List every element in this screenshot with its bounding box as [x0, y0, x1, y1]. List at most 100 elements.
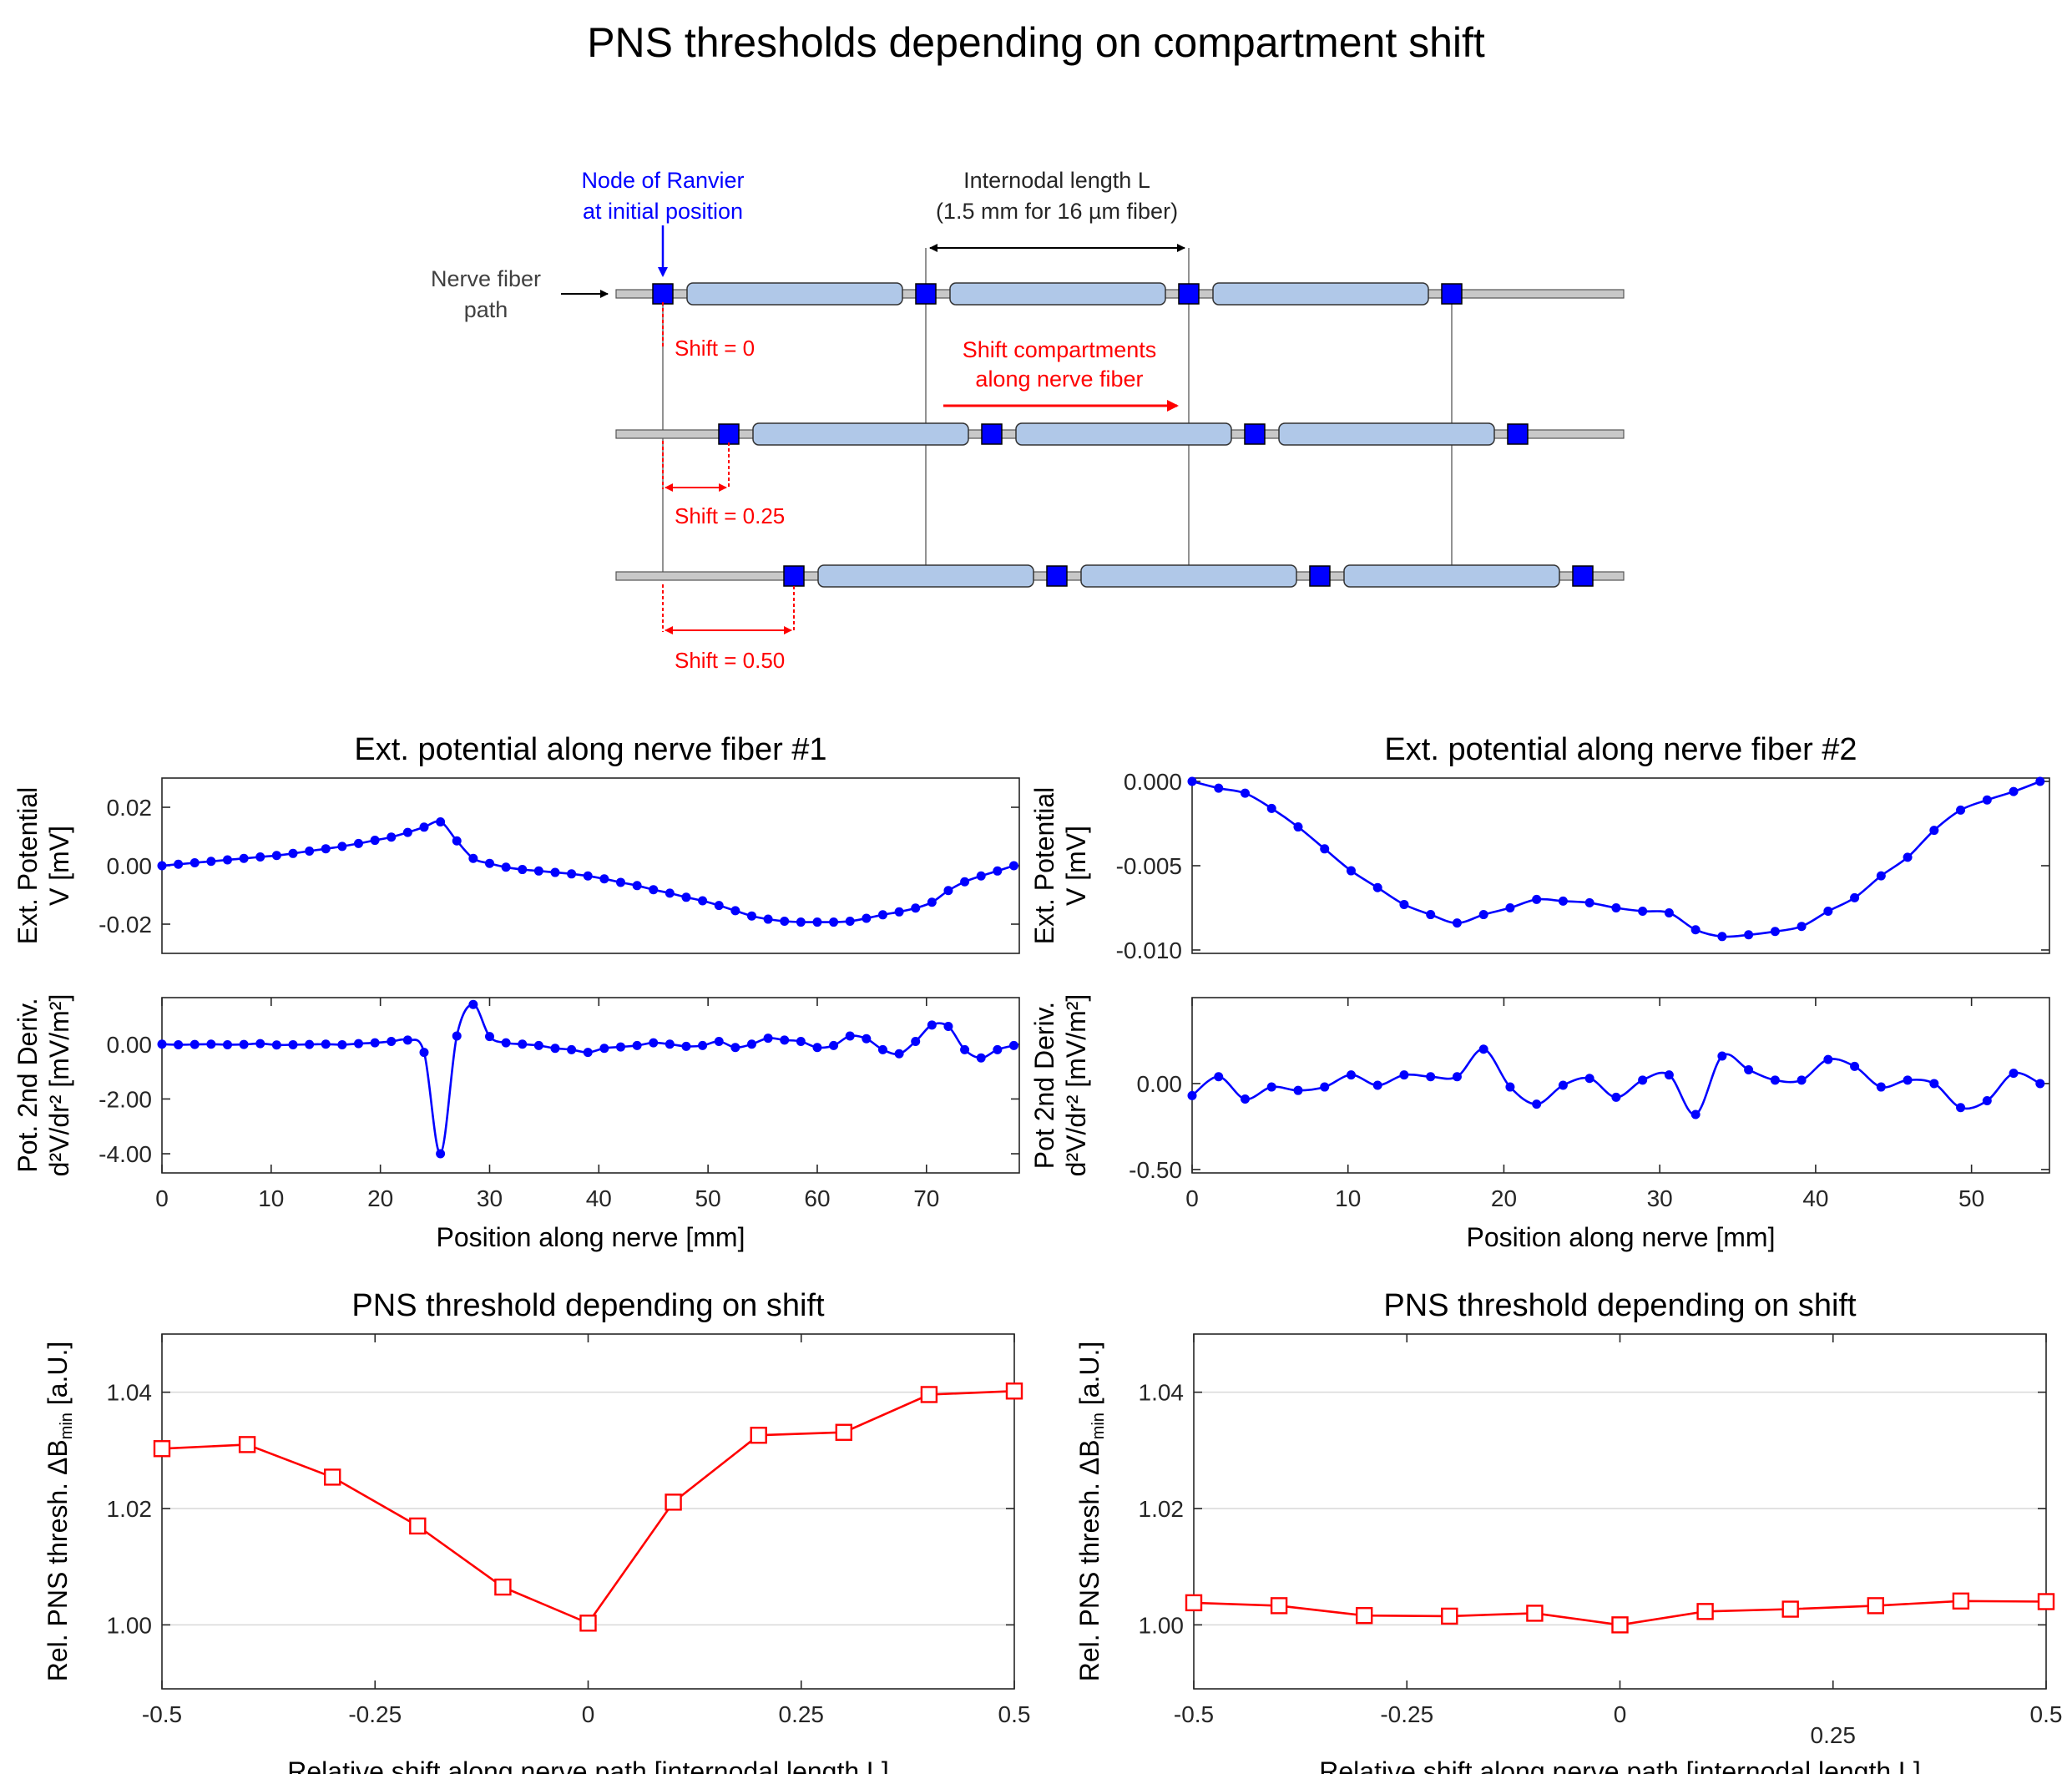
chart-der2: 0.00 -0.500 10 20 30 40 50 Position along nerve… — [1029, 994, 2050, 1252]
data-point — [2009, 786, 2019, 796]
data-point — [468, 999, 478, 1009]
data-point — [943, 1021, 953, 1031]
data-point — [337, 842, 347, 852]
data-point — [763, 1034, 773, 1044]
data-point — [238, 1436, 256, 1453]
data-point — [1717, 1051, 1727, 1061]
data-point — [1867, 1597, 1885, 1615]
data-point — [862, 1034, 872, 1044]
data-point — [1005, 1382, 1023, 1400]
x-tick-label: -0.25 — [348, 1701, 402, 1727]
data-point — [698, 896, 708, 906]
data-point — [583, 1048, 593, 1058]
data-point — [1664, 908, 1674, 918]
data-point — [1505, 1082, 1515, 1092]
data-point — [567, 1044, 577, 1054]
x-tick-label: 40 — [586, 1185, 612, 1211]
chart-title: Ext. potential along nerve fiber #1 — [354, 732, 826, 767]
data-point — [409, 1517, 427, 1535]
data-point — [239, 853, 249, 863]
data-point — [780, 917, 790, 926]
fiber-row-2 — [615, 422, 1625, 446]
data-point — [1532, 1099, 1542, 1109]
data-point — [190, 858, 200, 867]
internode-segment — [1343, 564, 1560, 588]
x-tick-label: 60 — [804, 1185, 830, 1211]
data-point — [1558, 1080, 1568, 1090]
data-point — [746, 911, 756, 921]
data-point — [2035, 1079, 2045, 1089]
plot-frame — [161, 1333, 1015, 1690]
data-point — [1956, 805, 1966, 815]
data-point — [1638, 1075, 1648, 1085]
x-tick-label: 10 — [1335, 1185, 1361, 1211]
data-point — [599, 874, 609, 884]
y-tick-label: 0.00 — [107, 1032, 153, 1058]
data-point — [518, 1039, 528, 1049]
chart-pot1: 0.02 0.00 -0.02 Ext. potential along nerve … — [13, 732, 1020, 954]
data-point — [1823, 907, 1833, 917]
data-point — [1240, 1094, 1250, 1104]
data-point — [1770, 927, 1780, 937]
y-axis-label-line2: d²V/dr² [mV/m²] — [44, 994, 74, 1177]
data-point — [1355, 1607, 1373, 1625]
fiber-shift-diagram: Node of Ranvier at initial position Inte… — [431, 168, 1625, 673]
data-point — [1008, 1040, 1018, 1050]
data-point — [862, 913, 872, 923]
data-point — [436, 1149, 446, 1159]
internodal-label-line1: Internodal length L — [963, 168, 1150, 193]
fiber-row-3 — [615, 564, 1625, 588]
x-tick-label: 0.25 — [779, 1701, 825, 1727]
data-point — [1611, 1616, 1629, 1634]
x-tick-label: 30 — [1647, 1185, 1673, 1211]
data-point — [1797, 1075, 1807, 1085]
data-point — [1346, 1070, 1356, 1080]
data-point — [419, 1048, 429, 1058]
chart-title: PNS threshold depending on shift — [351, 1288, 825, 1323]
node-of-ranvier — [652, 283, 674, 305]
data-point — [649, 1038, 659, 1048]
data-point — [911, 903, 921, 913]
data-point — [222, 855, 232, 865]
data-point — [960, 1044, 970, 1054]
data-point — [387, 1037, 397, 1046]
y-label-unit: [a.U.] — [1074, 1342, 1104, 1413]
data-point — [271, 1040, 281, 1050]
data-point — [750, 1427, 767, 1444]
data-point — [1505, 902, 1515, 912]
internode-segment — [1212, 282, 1429, 306]
data-point — [567, 869, 577, 879]
fiber-path-label-line2: path — [464, 297, 508, 322]
data-point — [665, 1039, 675, 1049]
data-point — [829, 1040, 839, 1050]
data-point — [255, 1039, 265, 1049]
data-point — [763, 914, 773, 924]
y-tick-label: 1.04 — [1139, 1380, 1185, 1406]
data-point — [387, 832, 397, 842]
data-point — [1952, 1592, 1970, 1610]
data-point — [632, 881, 642, 891]
data-point — [337, 1039, 347, 1049]
internode-segment — [1015, 422, 1232, 446]
internode-segment — [686, 282, 903, 306]
series-line — [1191, 1048, 2041, 1116]
data-point — [1293, 1085, 1303, 1095]
x-tick-label: 50 — [1958, 1185, 1984, 1211]
data-point — [1478, 910, 1488, 920]
x-tick-label: 0 — [1614, 1701, 1627, 1727]
data-point — [632, 1040, 642, 1050]
node-of-ranvier — [1244, 423, 1266, 445]
series-line — [161, 1390, 1015, 1625]
data-point — [599, 1044, 609, 1054]
x-axis-label: Relative shift along nerve path [interno… — [1319, 1756, 1920, 1774]
data-point — [174, 1039, 184, 1049]
plot-frame — [161, 997, 1020, 1174]
data-point — [370, 1038, 380, 1048]
shift0-label: Shift = 0 — [675, 336, 755, 361]
data-point — [1781, 1600, 1799, 1618]
data-point — [1664, 1070, 1674, 1080]
data-point — [796, 917, 806, 927]
data-point — [1532, 894, 1542, 904]
x-axis-label: Position along nerve [mm] — [437, 1222, 745, 1252]
data-point — [1270, 1597, 1288, 1615]
